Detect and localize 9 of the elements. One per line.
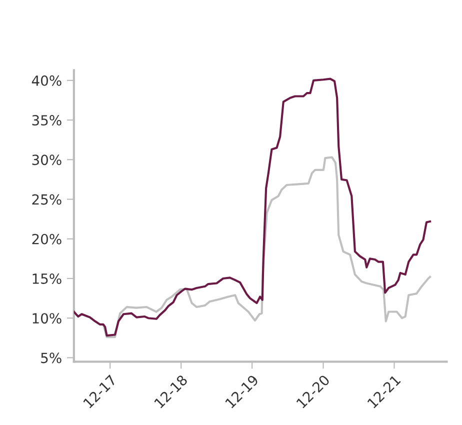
y-tick-label: 40% bbox=[32, 75, 62, 86]
line-series bbox=[74, 78, 432, 337]
y-tick-label: 20% bbox=[32, 234, 62, 244]
y-tick-label: 10% bbox=[32, 313, 62, 324]
y-tick-label: 35% bbox=[32, 115, 62, 126]
y-tick-label: 30% bbox=[32, 154, 62, 166]
y-tick-label: 15% bbox=[32, 273, 62, 284]
y-tick-label: 5% bbox=[41, 352, 62, 364]
y-tick-label: 25% bbox=[32, 194, 62, 205]
